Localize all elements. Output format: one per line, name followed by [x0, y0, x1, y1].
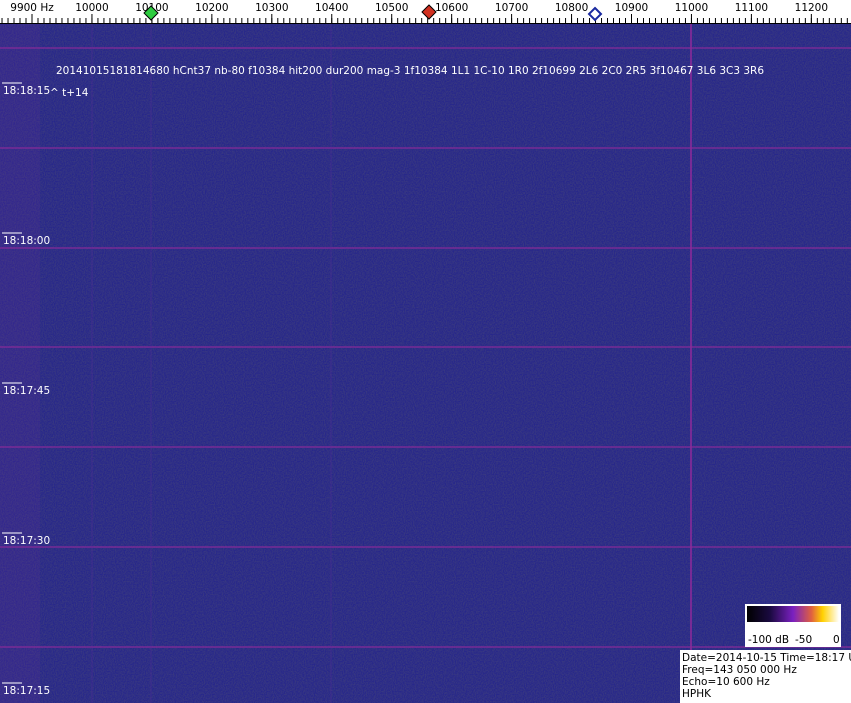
frequency-label: 11100 — [735, 2, 768, 14]
info-line: Echo=10 600 Hz — [682, 676, 770, 688]
frequency-label: 10700 — [495, 2, 528, 14]
marker-red — [421, 4, 437, 20]
info-line: HPHK — [682, 688, 712, 700]
frequency-label: 10800 — [555, 2, 588, 14]
time-label: 18:17:45 — [3, 385, 50, 397]
frequency-label: 10600 — [435, 2, 468, 14]
header-line: 20141015181814680 hCnt37 nb-80 f10384 hi… — [56, 65, 764, 77]
color-scale-gradient — [747, 606, 839, 622]
scale-label-mid: -50 — [795, 634, 812, 646]
grid-lines — [0, 24, 851, 703]
time-label: 18:17:15 — [3, 685, 50, 697]
spectrogram-noise — [0, 24, 851, 703]
time-label: 18:18:15 — [3, 85, 50, 97]
frequency-label: 11000 — [675, 2, 708, 14]
info-line: Date=2014-10-15 Time=18:17 UTC — [682, 652, 851, 664]
frequency-label: 9900 Hz — [10, 2, 54, 14]
ruler-ticks: 9900 Hz100001010010200103001040010500106… — [1, 2, 848, 23]
offset-label: ^ t+14 — [50, 87, 89, 99]
frequency-label: 10400 — [315, 2, 348, 14]
edge-glow — [0, 24, 40, 703]
time-label: 18:17:30 — [3, 535, 50, 547]
frequency-label: 10500 — [375, 2, 408, 14]
marker-green — [143, 5, 159, 21]
time-labels: 18:18:15 18:18:00 18:17:45 18:17:30 18:17:15 — [2, 82, 50, 697]
frequency-label: 10000 — [75, 2, 108, 14]
info-box — [680, 650, 851, 703]
scale-label-min: -100 dB — [748, 634, 789, 646]
frequency-label: 11200 — [795, 2, 828, 14]
frequency-label: 10900 — [615, 2, 648, 14]
frequency-label: 10200 — [195, 2, 228, 14]
scale-label-max: 0 — [833, 634, 840, 646]
marker-blue — [587, 6, 603, 22]
frequency-label: 10300 — [255, 2, 288, 14]
info-line: Freq=143 050 000 Hz — [682, 664, 797, 676]
time-label: 18:18:00 — [3, 235, 50, 247]
